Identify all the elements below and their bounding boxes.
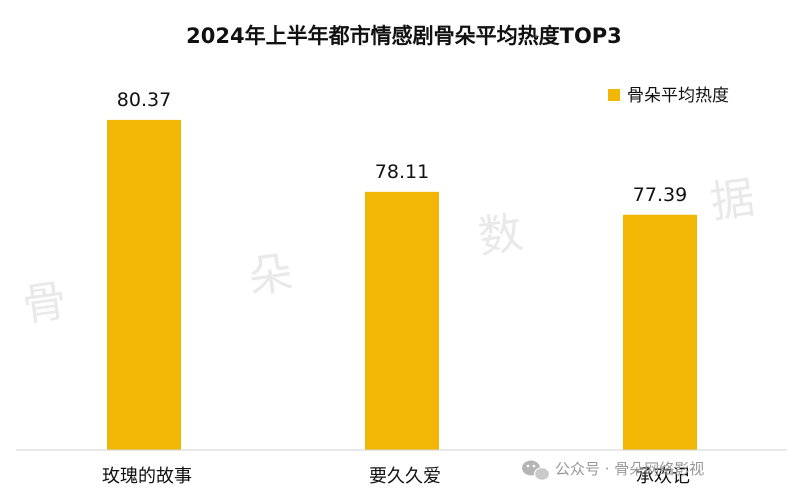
bar-2 [623, 214, 697, 450]
bar-1 [365, 191, 439, 450]
chart-title: 2024年上半年都市情感剧骨朵平均热度TOP3 [186, 24, 622, 48]
wechat-icon [522, 460, 551, 481]
data-label-0: 80.37 [117, 89, 171, 111]
watermark-char: 数 [475, 207, 526, 264]
legend-swatch [608, 89, 620, 101]
category-label-1: 要久久爱 [369, 466, 441, 487]
watermark-char: 据 [707, 172, 758, 229]
category-label-0: 玫瑰的故事 [102, 466, 192, 487]
data-label-1: 78.11 [375, 161, 429, 183]
footer-watermark: 公众号 · 骨朵网络影视 [522, 460, 704, 481]
category-label-2: 承欢记 [636, 466, 690, 487]
data-labels-group: 80.37 78.11 77.39 [117, 89, 687, 206]
bar-0 [107, 119, 181, 450]
data-label-2: 77.39 [633, 184, 687, 206]
category-labels-group: 玫瑰的故事 要久久爱 承欢记 [102, 466, 690, 487]
bars-group [107, 119, 697, 450]
legend-label: 骨朵平均热度 [627, 86, 729, 106]
legend: 骨朵平均热度 [608, 86, 729, 106]
watermark-char: 骨 [19, 275, 70, 332]
footer-text: 公众号 · 骨朵网络影视 [555, 460, 704, 478]
watermark-char: 朵 [245, 247, 296, 304]
